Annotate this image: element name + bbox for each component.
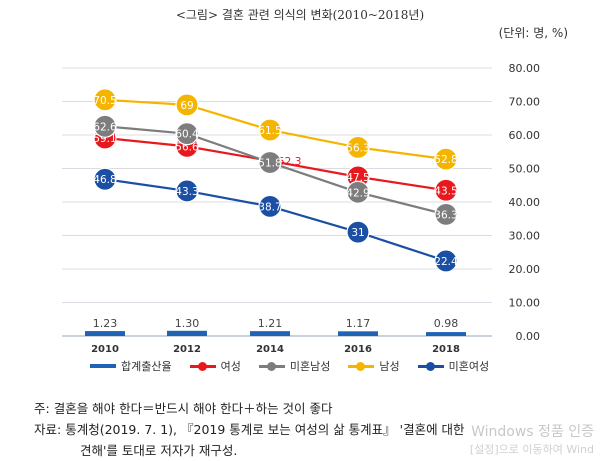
data-point	[258, 194, 282, 218]
legend-marker	[425, 361, 435, 371]
legend-marker	[197, 361, 207, 371]
data-label: 42.9	[346, 187, 369, 199]
y-tick-label: 40.00	[509, 196, 541, 209]
data-label: 62.6	[93, 121, 117, 133]
legend-item: 남성	[348, 358, 400, 374]
data-point	[175, 122, 199, 146]
bar-value-label: 0.98	[434, 317, 459, 330]
data-label: 52.8	[434, 154, 457, 166]
legend-label: 미혼여성	[448, 360, 490, 373]
data-point	[258, 118, 282, 142]
data-label: 69	[180, 100, 193, 112]
windows-activation-watermark: Windows 정품 인증	[471, 424, 594, 440]
windows-activation-watermark-sub: [설정]으로 이동하여 Wind	[469, 443, 594, 456]
legend-swatch	[189, 361, 216, 371]
source-text-continued: 견해'를 토대로 저자가 재구성.	[80, 443, 238, 458]
y-tick-label: 50.00	[509, 163, 541, 176]
y-tick-label: 60.00	[509, 129, 541, 142]
data-label: 56.6	[175, 141, 199, 153]
data-label: 70.5	[93, 95, 116, 107]
series-2: 70.5 69 61.5 56.3 52.8	[93, 88, 458, 171]
data-point	[175, 93, 199, 117]
source-label: 자료:	[34, 422, 66, 437]
legend-swatch	[348, 361, 375, 371]
bar-series: 1.23 1.30 1.21 1.17 0.98	[85, 317, 466, 336]
data-point	[434, 178, 458, 202]
bar-fertility	[250, 331, 290, 336]
data-label: 51.8	[258, 157, 281, 169]
legend-label: 미혼남성	[289, 360, 331, 373]
data-point	[175, 179, 199, 203]
bar-value-label: 1.21	[258, 317, 283, 330]
legend-label: 여성	[220, 360, 241, 373]
data-point	[434, 249, 458, 273]
unit-label: (단위: 명, %)	[498, 26, 568, 40]
data-point	[93, 114, 117, 138]
data-label: 60.4	[175, 129, 199, 141]
chart-legend: 합계출산율 여성 미혼남성 남성 미혼여성	[90, 356, 570, 376]
bar-value-label: 1.23	[93, 317, 118, 330]
data-label: 43.5	[434, 185, 457, 197]
legend-swatch	[258, 361, 285, 371]
data-point	[258, 150, 282, 175]
legend-label: 남성	[379, 360, 400, 373]
line-series: 59.156.652.347.543.562.660.451.842.936.3…	[93, 88, 458, 273]
bar-value-label: 1.17	[346, 317, 371, 330]
y-tick-label: 30.00	[509, 230, 541, 243]
data-label: 47.5	[346, 172, 369, 184]
legend-swatch	[90, 364, 116, 368]
legend-label: 합계출산율	[121, 360, 172, 373]
data-point	[434, 147, 458, 171]
x-tick-label: 2018	[432, 344, 460, 355]
legend-swatch	[417, 361, 444, 371]
data-point	[434, 202, 458, 226]
data-label: 31	[351, 227, 364, 239]
data-label: 56.3	[346, 142, 369, 154]
y-tick-label: 20.00	[509, 263, 541, 276]
y-tick-label: 70.00	[509, 96, 541, 109]
x-tick-label: 2012	[173, 344, 201, 355]
bar-fertility	[338, 331, 378, 336]
data-label: 61.5	[258, 125, 281, 137]
legend-marker	[266, 361, 276, 371]
note-text: 결혼을 해야 한다＝반드시 해야 한다＋하는 것이 좋다	[53, 401, 333, 416]
chart-title: <그림> 결혼 관련 의식의 변화(2010~2018년)	[175, 8, 425, 22]
y-tick-label: 80.00	[509, 62, 541, 75]
bar-fertility	[85, 331, 125, 336]
legend-item: 미혼남성	[258, 358, 331, 374]
y-tick-labels: 0.00 10.00 20.00 30.00 40.00 50.00 60.00 70.00 8…	[509, 62, 541, 343]
x-tick-label: 2014	[256, 344, 284, 355]
y-tick-label: 0.00	[516, 330, 541, 343]
data-point	[346, 180, 370, 204]
data-label: 36.3	[434, 209, 457, 221]
bar-fertility	[167, 330, 207, 336]
note-label: 주:	[34, 401, 54, 416]
data-point	[346, 135, 370, 159]
x-tick-label: 2016	[344, 344, 372, 355]
bar-fertility	[426, 332, 466, 336]
bar-value-label: 1.30	[175, 317, 200, 330]
y-tick-label: 10.00	[509, 297, 541, 310]
data-point	[93, 88, 117, 112]
data-label: 52.3	[278, 156, 301, 168]
notes: 주: 결혼을 해야 한다＝반드시 해야 한다＋하는 것이 좋다 자료: 통계청(…	[34, 398, 465, 461]
legend-item: 미혼여성	[417, 358, 490, 374]
data-label: 43.3	[175, 186, 198, 198]
source-text: 통계청(2019. 7. 1), 『2019 통계로 보는 여성의 삶 통계표』…	[65, 422, 465, 437]
data-label: 46.8	[93, 174, 116, 186]
data-point	[93, 167, 117, 191]
series-3: 46.8 43.3 38.7 31 22.4	[93, 167, 458, 273]
legend-marker	[356, 361, 366, 371]
data-label: 22.4	[434, 256, 458, 268]
x-tick-labels: 2010 2012 2014 2016 2018	[91, 344, 460, 355]
line-chart: 0.00 10.00 20.00 30.00 40.00 50.00 60.00 70.00 8…	[62, 62, 541, 355]
data-point	[346, 220, 370, 244]
legend-item: 여성	[189, 358, 241, 374]
x-tick-label: 2010	[91, 344, 119, 355]
series-1: 62.6 60.4 51.8 42.9 36.3	[93, 114, 458, 226]
series-line	[104, 178, 447, 263]
legend-item: 합계출산율	[90, 358, 172, 374]
data-label: 38.7	[258, 201, 281, 213]
